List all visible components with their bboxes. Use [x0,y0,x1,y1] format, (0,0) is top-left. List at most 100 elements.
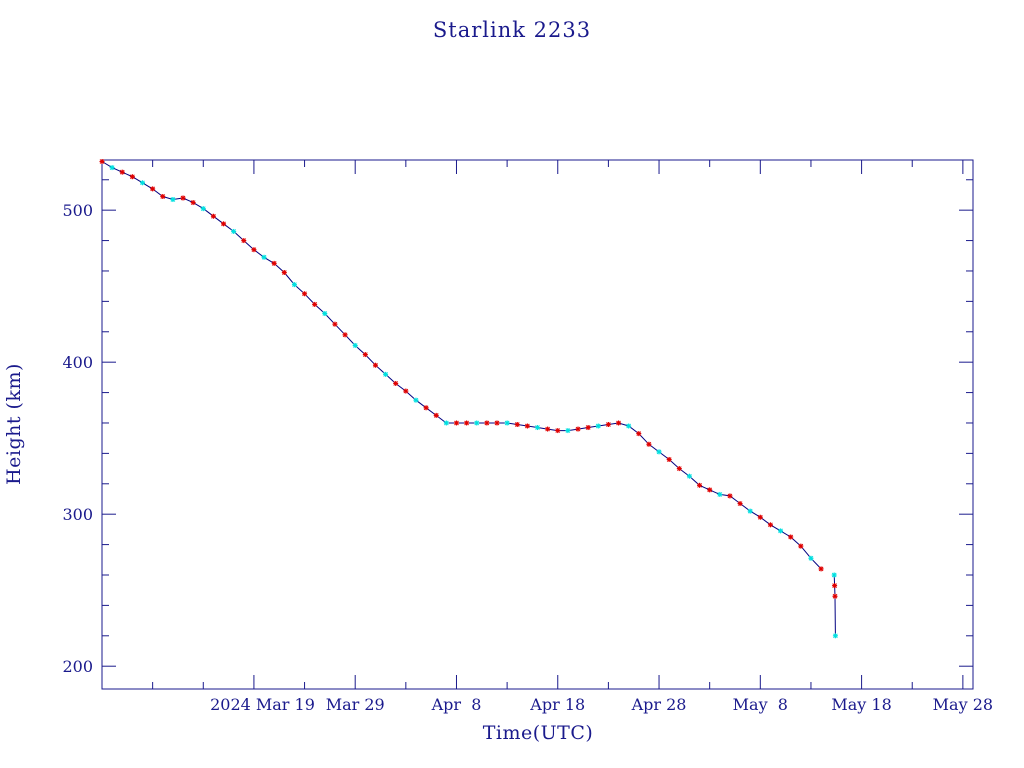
data-point [626,423,632,429]
data-point [433,412,439,418]
data-point [646,441,652,447]
y-tick-labels: 200 300 400 500 [62,201,93,676]
data-point [170,197,176,203]
data-point [261,254,267,260]
data-point [636,431,642,437]
data-point [524,423,530,429]
data-point [99,159,105,165]
data-point [271,260,277,266]
data-point [322,311,328,317]
data-point [453,420,459,426]
data-point [180,195,186,201]
data-point [757,514,763,520]
x-tick-label: May 18 [831,695,891,714]
data-point [565,428,571,434]
y-tick-label: 300 [62,505,93,524]
data-point [119,169,125,175]
plot-frame [101,159,974,690]
x-tick-label: Apr 28 [631,695,687,714]
data-point [656,449,662,455]
data-point [362,352,368,358]
data-point [832,633,838,639]
tick-marks [101,160,973,689]
data-point [231,228,237,234]
data-point [831,572,837,578]
data-point [818,566,824,572]
series-line [101,161,822,570]
data-point [160,193,166,199]
x-tick-label: May 8 [733,695,788,714]
data-point [332,321,338,327]
data-point [129,174,135,180]
data-point [504,420,510,426]
series-lines [101,161,836,636]
data-point [666,456,672,462]
x-tick-label: Apr 18 [529,695,585,714]
data-point [150,186,156,192]
data-point [312,301,318,307]
data-point [403,388,409,394]
data-point [251,247,257,253]
y-axis-label: Height (km) [3,363,25,485]
data-point [494,420,500,426]
data-point [109,165,115,171]
data-point [707,487,713,493]
x-tick-label: 2024 Mar 19 [210,695,315,714]
data-point [383,371,389,377]
data-point [832,593,838,599]
x-tick-label: Apr 8 [431,695,482,714]
data-point [514,422,520,427]
data-point [535,425,540,431]
data-point [747,508,753,514]
data-point [221,221,227,227]
data-point [291,282,297,288]
y-tick-label: 200 [62,657,93,676]
data-point [484,420,490,426]
data-point [605,422,611,427]
data-point [140,180,146,186]
data-point [474,420,480,426]
x-tick-labels: 2024 Mar 19 Mar 29 Apr 8 Apr 18 Apr 28 May 8 M… [210,695,993,714]
data-point [545,426,551,432]
data-point [798,543,804,549]
data-point [281,269,287,275]
x-axis-label: Time(UTC) [483,722,594,744]
x-tick-label: May 28 [933,695,993,714]
data-point [413,397,419,403]
data-point [372,362,378,368]
y-tick-label: 500 [62,201,93,220]
data-point [241,238,247,244]
data-point [210,213,216,219]
data-point [717,491,723,497]
data-point [737,501,743,507]
chart-title: Starlink 2233 [433,18,591,42]
data-point [464,420,470,426]
data-point [555,428,561,434]
y-tick-label: 400 [62,353,93,372]
data-point [585,425,591,431]
data-point [697,482,703,488]
data-point [190,200,196,206]
data-point [575,426,581,432]
data-point [686,473,692,479]
data-point [443,420,449,426]
series-points [99,159,838,639]
data-point [808,555,814,561]
data-point [200,206,206,212]
data-point [342,332,348,338]
series-line [833,574,836,636]
data-point [676,466,682,472]
x-tick-label: Mar 29 [326,695,385,714]
data-point [832,583,838,589]
data-point [778,528,784,534]
data-point [767,522,773,528]
data-point [393,380,399,386]
data-point [616,420,622,426]
data-point [788,534,794,540]
data-point [727,493,733,499]
data-point [595,423,601,429]
data-point [302,291,308,297]
data-point [352,342,358,348]
data-point [423,405,429,411]
